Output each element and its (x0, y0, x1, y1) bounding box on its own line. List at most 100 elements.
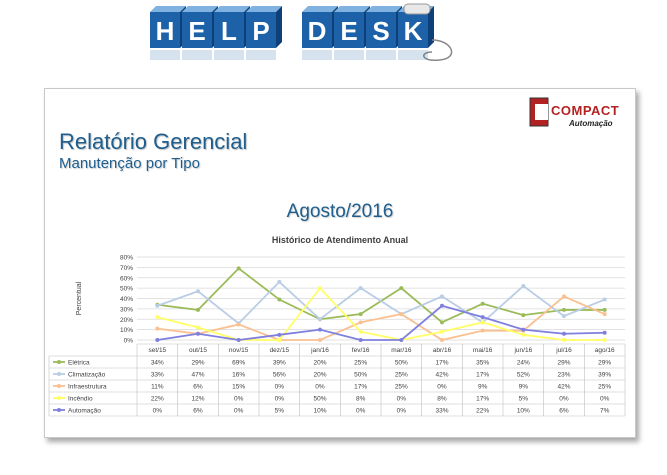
key-icon (403, 3, 431, 15)
data-label: 0% (559, 395, 569, 402)
data-point (399, 286, 404, 291)
data-label: 42% (435, 371, 448, 378)
legend-marker (57, 396, 61, 400)
data-point (562, 338, 566, 342)
banner-letter: E (340, 16, 357, 46)
data-point (440, 294, 444, 299)
data-point (521, 327, 526, 332)
data-label: 22% (151, 395, 164, 402)
cube-reflection (334, 50, 364, 60)
y-tick-label: 20% (120, 317, 133, 324)
data-point (480, 315, 485, 320)
data-label: 0% (275, 395, 285, 402)
data-label: 29% (191, 359, 204, 366)
series-line-Elétrica (157, 267, 605, 324)
data-label: 0% (234, 407, 244, 414)
cube-reflection (182, 50, 212, 60)
y-tick-label: 50% (120, 286, 133, 293)
data-point (277, 332, 282, 337)
data-label: 17% (435, 359, 448, 366)
data-label: 25% (354, 359, 367, 366)
data-label: 17% (476, 395, 489, 402)
data-label: 6% (193, 407, 203, 414)
data-point (602, 330, 607, 335)
cube-top (334, 6, 370, 12)
data-label: 5% (519, 395, 529, 402)
data-label: 25% (395, 371, 408, 378)
cube-top (366, 6, 402, 12)
y-tick-label: 30% (120, 306, 133, 313)
x-tick-label: abr/16 (433, 347, 452, 354)
data-point (440, 320, 444, 325)
data-label: 8% (437, 395, 447, 402)
data-point (236, 266, 241, 271)
data-label: 34% (151, 359, 164, 366)
banner-cube-l-2: L (214, 6, 250, 48)
data-label: 6% (193, 383, 203, 390)
cube-front (302, 12, 332, 48)
data-point (399, 312, 404, 317)
data-point (196, 307, 200, 312)
data-label: 42% (557, 383, 570, 390)
cube-top (182, 6, 218, 12)
y-tick-label: 80% (120, 255, 133, 262)
data-point (480, 328, 485, 333)
x-tick-label: jun/16 (513, 347, 532, 354)
data-label: 23% (557, 371, 570, 378)
data-point (521, 313, 526, 318)
data-label: 47% (191, 371, 204, 378)
data-point (602, 312, 607, 317)
data-label: 11% (151, 383, 164, 390)
data-label: 0% (234, 395, 244, 402)
data-label: 39% (273, 359, 286, 366)
banner-cube-e-5: E (334, 6, 370, 48)
data-label: 29% (557, 359, 570, 366)
data-point (358, 329, 363, 334)
cube-front (214, 12, 244, 48)
data-label: 52% (517, 371, 530, 378)
banner-letter: S (372, 16, 389, 46)
data-point (318, 327, 322, 332)
data-label: 17% (354, 383, 367, 390)
legend-marker (57, 408, 61, 412)
data-label: 35% (476, 359, 489, 366)
series-line-Incêndio (157, 286, 605, 341)
data-point (521, 332, 526, 337)
data-label: 7% (600, 407, 610, 414)
cube-reflection (398, 50, 428, 60)
legend-entry: Incêndio (68, 395, 93, 402)
data-label: 33% (151, 371, 164, 378)
data-label: 12% (191, 395, 204, 402)
data-point (480, 320, 485, 325)
data-point (440, 338, 444, 342)
data-point (562, 331, 566, 336)
data-point (562, 307, 566, 312)
data-label: 24% (517, 359, 530, 366)
banner-cube-s-6: S (366, 6, 402, 48)
data-point (440, 329, 444, 334)
data-label: 0% (315, 383, 325, 390)
x-tick-label: mai/16 (473, 347, 493, 354)
banner-cube-p-3: P (246, 6, 282, 48)
cube-side (428, 6, 434, 48)
x-tick-label: out/15 (189, 347, 207, 354)
data-point (358, 312, 363, 317)
y-tick-label: 0% (124, 338, 134, 345)
data-point (562, 314, 566, 319)
compact-logo: COMPACT Automação (529, 97, 619, 128)
data-label: 50% (313, 395, 326, 402)
report-slide: COMPACT Automação Relatório Gerencial Ma… (44, 88, 636, 438)
data-point (155, 326, 160, 331)
data-point (602, 338, 607, 342)
cube-front (182, 12, 212, 48)
y-tick-label: 70% (120, 265, 133, 272)
legend-marker (57, 360, 61, 364)
y-tick-label: 10% (120, 327, 133, 334)
data-label: 25% (395, 383, 408, 390)
data-label: 5% (275, 407, 285, 414)
data-label: 9% (519, 383, 529, 390)
data-point (277, 297, 282, 302)
data-label: 0% (397, 407, 407, 414)
legend-marker (57, 372, 61, 376)
logo-sub: Automação (568, 119, 613, 128)
